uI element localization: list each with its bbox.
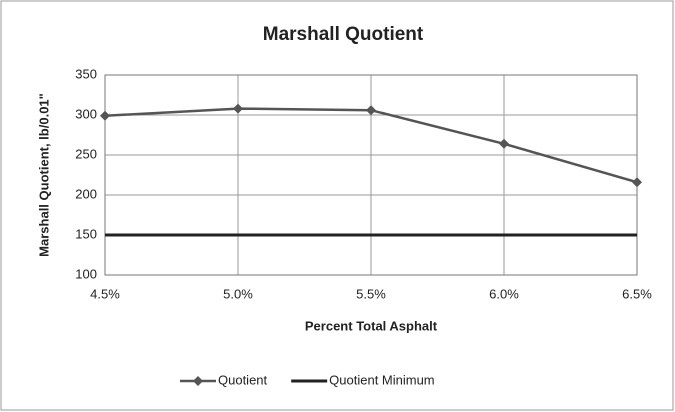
legend-marker [193, 376, 203, 386]
x-tick-label: 6.0% [489, 286, 519, 301]
y-tick-label: 150 [75, 226, 97, 241]
y-tick-label: 350 [75, 66, 97, 81]
marker [366, 105, 376, 116]
x-tick-label: 4.5% [90, 286, 120, 301]
plot-area [104, 74, 638, 276]
x-axis-title: Percent Total Asphalt [305, 318, 438, 333]
y-tick-label: 300 [75, 106, 97, 121]
legend-label: Quotient [218, 372, 268, 387]
chart-title: Marshall Quotient [263, 24, 424, 45]
x-tick-label: 5.0% [223, 286, 253, 301]
y-tick-label: 100 [75, 266, 97, 281]
y-tick-label: 250 [75, 146, 97, 161]
legend-label: Quotient Minimum [329, 372, 434, 387]
x-tick-label: 6.5% [622, 286, 652, 301]
y-axis-title: Marshall Quotient, lb/0.01" [36, 93, 51, 257]
marker [499, 138, 509, 149]
marker [233, 103, 243, 114]
x-tick-label: 5.5% [356, 286, 386, 301]
marker [632, 177, 642, 188]
y-tick-label: 200 [75, 186, 97, 201]
marker [100, 110, 110, 121]
